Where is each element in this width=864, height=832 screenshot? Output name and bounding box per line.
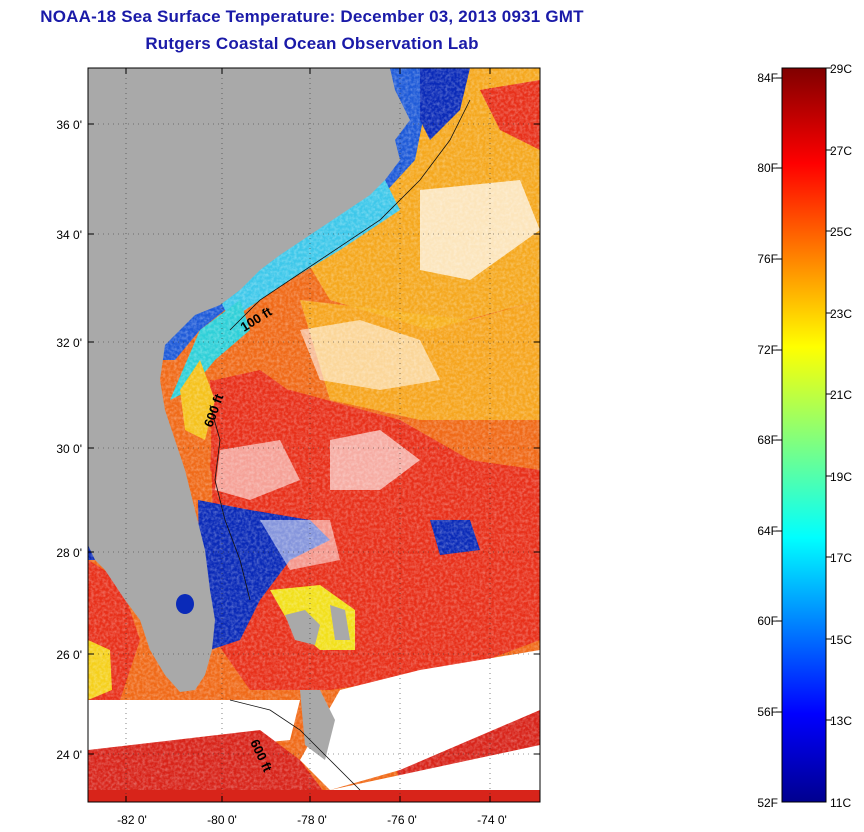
lat-label-28: 28 0'	[56, 546, 82, 560]
lat-label-36: 36 0'	[56, 118, 82, 132]
colorbar-c-label: 15C	[830, 633, 852, 647]
colorbar-f-label: 56F	[757, 705, 778, 719]
lon-label-78: -78 0'	[297, 813, 327, 827]
lat-label-24: 24 0'	[56, 748, 82, 762]
lat-label-34: 34 0'	[56, 228, 82, 242]
map-frame	[87, 67, 541, 803]
isobath-100ft	[229, 99, 471, 331]
colorbar-c-label: 11C	[830, 796, 851, 810]
colorbar-f-label: 80F	[757, 161, 778, 175]
colorbar-f-label: 60F	[757, 614, 778, 628]
title-line-1: NOAA-18 Sea Surface Temperature: Decembe…	[40, 7, 584, 26]
colorbar-f-label: 64F	[757, 524, 778, 538]
colorbar-f-label: 52F	[757, 796, 778, 810]
colorbar-c-label: 19C	[830, 470, 852, 484]
colorbar-c-label: 17C	[830, 551, 852, 565]
title-line-2: Rutgers Coastal Ocean Observation Lab	[145, 34, 479, 53]
colorbar-f-label: 76F	[757, 252, 778, 266]
colorbar-f-label: 84F	[757, 71, 778, 85]
grid-lines	[88, 68, 540, 802]
lon-label-74: -74 0'	[477, 813, 507, 827]
colorbar-gradient	[781, 67, 827, 803]
colorbar-c-label: 29C	[830, 62, 852, 76]
colorbar-c-label: 25C	[830, 225, 852, 239]
colorbar-c-label: 21C	[830, 388, 852, 402]
lat-label-32: 32 0'	[56, 336, 82, 350]
isobath-600ft	[209, 404, 251, 601]
lat-label-30: 30 0'	[56, 442, 82, 456]
colorbar-c-label: 23C	[830, 307, 852, 321]
colorbar-c-label: 27C	[830, 144, 852, 158]
colorbar-c-label: 13C	[830, 714, 852, 728]
lat-label-26: 26 0'	[56, 648, 82, 662]
colorbar-f-label: 72F	[757, 343, 778, 357]
colorbar-f-label: 68F	[757, 433, 778, 447]
lon-label-80: -80 0'	[207, 813, 237, 827]
bahamas-island	[285, 610, 320, 645]
land-mass	[88, 68, 410, 692]
lon-label-82: -82 0'	[117, 813, 147, 827]
lon-label-76: -76 0'	[387, 813, 417, 827]
cuba-strip	[88, 790, 540, 802]
